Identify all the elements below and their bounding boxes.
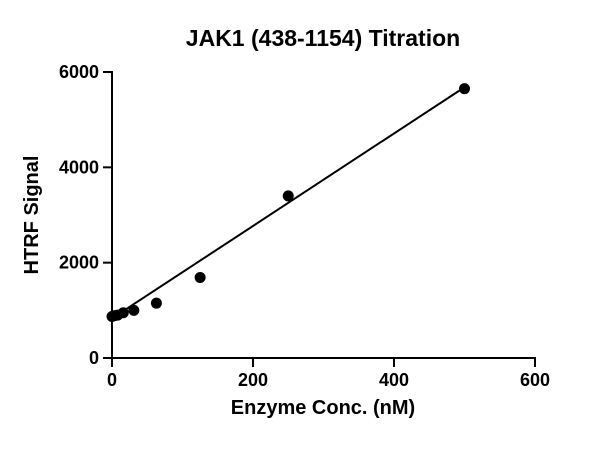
x-tick-label: 200 <box>238 370 268 390</box>
y-tick-label: 2000 <box>59 253 99 273</box>
y-tick-label: 0 <box>89 348 99 368</box>
chart-title: JAK1 (438-1154) Titration <box>186 25 460 51</box>
y-tick-label: 4000 <box>59 157 99 177</box>
x-axis-label: Enzyme Conc. (nM) <box>231 397 415 419</box>
fit-line <box>111 86 466 320</box>
data-point <box>117 307 129 319</box>
y-axis-label: HTRF Signal <box>21 156 43 275</box>
x-tick-label: 400 <box>379 370 409 390</box>
data-point <box>194 271 206 283</box>
x-tick-label: 0 <box>107 370 117 390</box>
y-tick-label: 6000 <box>59 62 99 82</box>
data-point <box>128 304 140 316</box>
plot-area <box>106 83 470 323</box>
data-point <box>150 297 162 309</box>
data-point <box>282 190 294 202</box>
x-tick-label: 600 <box>520 370 550 390</box>
data-point <box>459 83 470 95</box>
